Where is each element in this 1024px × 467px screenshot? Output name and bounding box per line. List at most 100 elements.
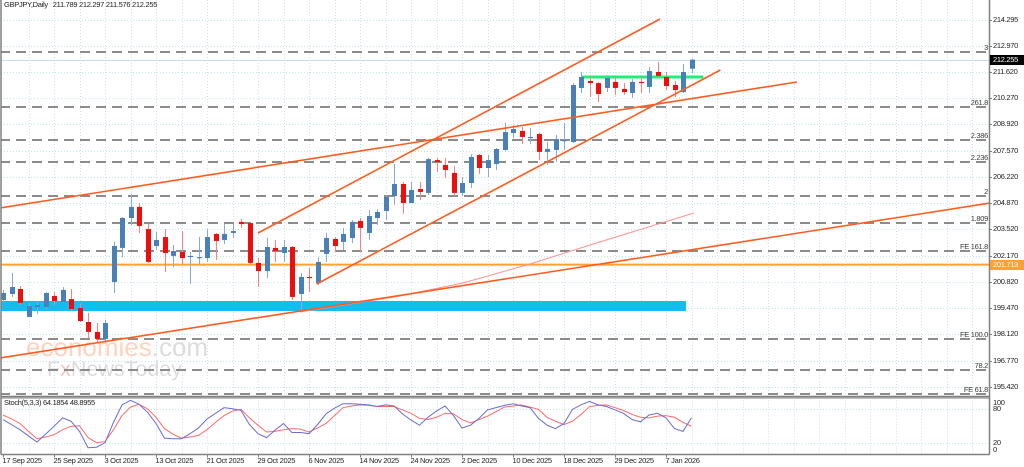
price-axis-label[interactable]: 206.220 [993,171,1019,181]
candle-body [520,130,525,137]
candle-body [95,331,100,339]
candle-body [392,183,397,197]
time-axis-label[interactable]: 24 Nov 2025 [410,456,451,465]
candle-body [103,322,108,339]
bullish-candle [392,163,397,205]
candle-body [477,155,482,169]
price-axis-label[interactable]: 214.295 [993,15,1019,24]
bullish-candle [469,154,474,189]
price-axis-label[interactable]: 200.820 [993,276,1019,286]
bullish-candle [605,75,610,93]
bullish-candle [375,209,380,225]
bullish-candle [282,239,287,262]
time-axis-label[interactable]: 3 Oct 2025 [104,456,139,465]
bullish-candle [562,122,567,150]
price-axis-label[interactable]: 207.570 [993,145,1019,155]
channel-upper-trendline[interactable] [257,18,661,234]
price-axis-label[interactable]: 203.520 [993,224,1019,234]
bullish-candle [299,273,304,310]
bearish-candle [435,157,440,172]
price-axis-label[interactable]: 202.170 [993,250,1019,260]
upper-long-trendline[interactable] [0,81,798,209]
channel-lower-trendline[interactable] [316,69,721,285]
time-axis-label[interactable]: 21 Oct 2025 [206,456,245,465]
bullish-candle [222,224,227,245]
time-axis-label[interactable]: 29 Dec 2025 [614,456,655,465]
stochastic-axis-label: 20 [993,437,1001,447]
time-axis-label[interactable]: 10 Dec 2025 [512,456,553,465]
bullish-candle [265,238,270,279]
stochastic-main-line [2,399,692,449]
price-axis-label[interactable]: 204.870 [993,198,1019,208]
time-axis-label[interactable]: 6 Nov 2025 [308,456,345,465]
price-axis-label[interactable]: 198.120 [993,329,1019,339]
bearish-candle [78,302,83,323]
candle-body [180,252,185,259]
candle-body [690,59,695,69]
stochastic-panel[interactable] [2,399,692,449]
fibonacci-level-label: FE 61.8 [963,385,988,394]
candle-body [188,255,193,258]
stochastic-axis-label: 100 [993,397,1005,407]
time-axis-label[interactable]: 2 Dec 2025 [461,456,498,465]
bearish-candle [146,224,151,263]
bullish-candle [103,320,108,343]
bullish-candle [112,241,117,294]
candle-body [528,136,533,139]
fibonacci-levels[interactable] [0,51,989,395]
price-axis-label[interactable]: 199.470 [993,303,1019,313]
bearish-candle [596,81,601,102]
time-axis-label[interactable]: 13 Oct 2025 [155,456,194,465]
time-axis-label[interactable]: 17 Sep 2025 [2,456,43,465]
grid-lines [1,0,989,455]
candle-body [605,78,610,88]
current-price-tag: 212.255 [990,54,1024,65]
candle-body [10,287,15,295]
trendlines[interactable] [0,18,989,359]
bearish-candle [52,292,57,306]
candle-body [248,223,253,263]
price-axis-label[interactable]: 195.420 [993,381,1019,391]
bearish-candle [248,221,253,265]
candle-body [571,85,576,142]
bearish-candle [477,154,482,175]
bearish-candle [537,133,542,161]
candle-body [316,261,321,283]
bullish-candle [350,219,355,244]
main-price-panel[interactable] [0,18,989,395]
horizontal-level-price-tag: 201.713 [990,259,1024,270]
price-axis-label[interactable]: 208.920 [993,119,1019,129]
price-axis-label[interactable]: 211.620 [993,67,1018,76]
candle-body [656,72,661,76]
candle-body [639,81,644,84]
price-axis-label[interactable]: 212.970 [993,40,1019,50]
candle-body [469,156,474,184]
time-axis-label[interactable]: 18 Dec 2025 [563,456,604,465]
time-axis-label[interactable]: 29 Oct 2025 [257,456,296,465]
chart-header: GBPJPY,Daily 211.789 212.297 211.576 212.… [4,0,157,10]
fibonacci-level-label: 261.8 [970,98,989,107]
time-axis-label[interactable]: 7 Jan 2026 [665,456,700,465]
time-axis-label[interactable]: 14 Nov 2025 [359,456,400,465]
bearish-candle [273,239,278,262]
candle-body [129,206,134,218]
lower-long-trendline[interactable] [0,202,989,359]
candle-body [333,238,338,246]
bullish-candle [486,155,491,177]
support-zone-rectangle[interactable] [0,301,686,311]
bullish-candle [27,302,32,317]
chart-frame [0,0,992,458]
candle-body [27,306,32,317]
price-axis-label[interactable]: 196.770 [993,355,1019,365]
bullish-candle [690,58,695,73]
candle-body [384,197,389,211]
bearish-candle [622,83,627,95]
candle-body [443,164,448,170]
price-axis-label[interactable]: 210.270 [993,93,1019,103]
fibonacci-level-label: 2.236 [970,153,989,162]
bullish-candle [1,289,6,302]
time-axis-label[interactable]: 25 Sep 2025 [53,456,94,465]
bullish-candle [460,176,465,197]
bullish-candle [316,257,321,286]
